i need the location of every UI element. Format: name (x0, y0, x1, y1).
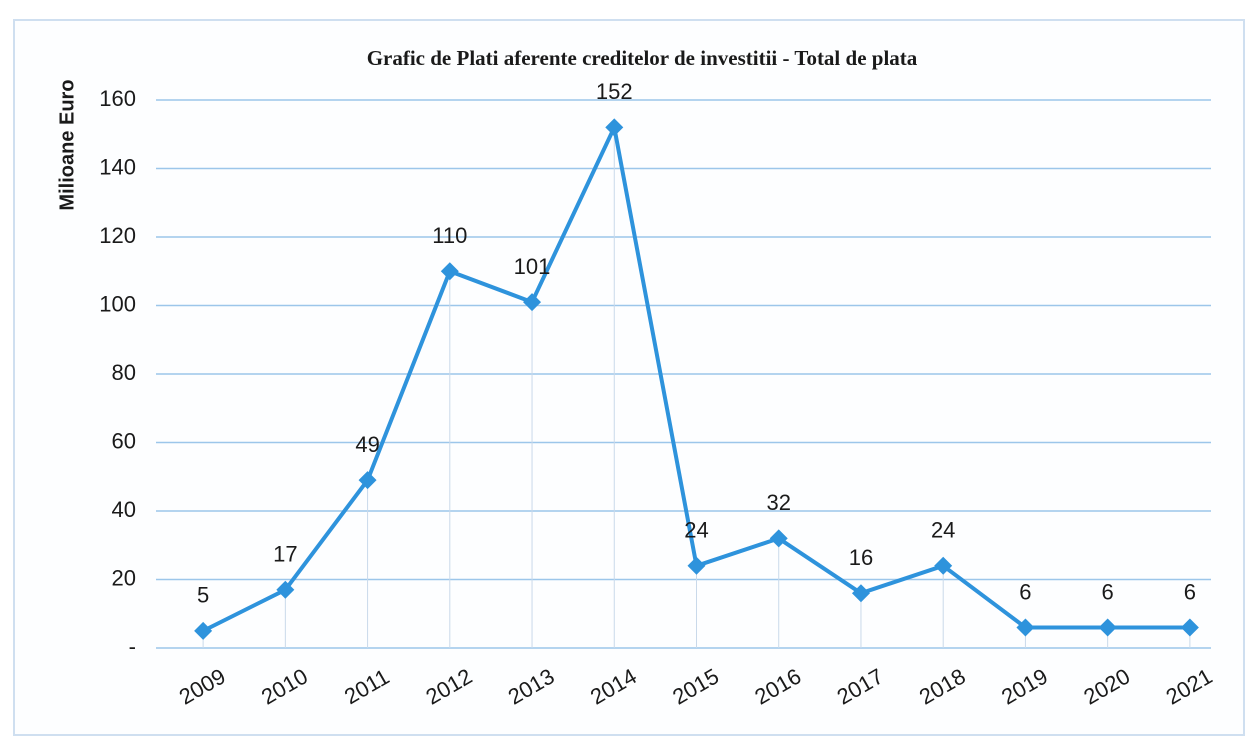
data-marker (276, 580, 295, 599)
data-label: 32 (766, 490, 790, 515)
data-marker (687, 556, 706, 575)
data-label: 6 (1102, 579, 1114, 604)
data-label: 17 (273, 542, 297, 567)
data-marker (1098, 618, 1117, 637)
data-label: 16 (849, 545, 873, 570)
data-label: 24 (931, 518, 955, 543)
y-tick-label: 160 (99, 86, 136, 111)
data-marker (194, 621, 213, 640)
chart-title: Grafic de Plati aferente creditelor de i… (367, 46, 918, 70)
data-marker (1016, 618, 1035, 637)
data-label: 49 (355, 432, 379, 457)
data-label: 6 (1019, 579, 1031, 604)
data-marker (851, 584, 870, 603)
data-marker (1180, 618, 1199, 637)
chart-frame (13, 19, 1245, 736)
data-marker (358, 471, 377, 490)
data-label: 24 (684, 518, 708, 543)
y-tick-label: 120 (99, 223, 136, 248)
y-axis-label: Milioane Euro (56, 79, 78, 210)
y-tick-label: 40 (112, 497, 136, 522)
data-marker (440, 262, 459, 281)
data-marker (605, 118, 624, 137)
y-tick-label: 140 (99, 154, 136, 179)
data-label: 101 (514, 254, 551, 279)
y-tick-label: - (129, 634, 136, 659)
data-marker (769, 529, 788, 548)
data-label: 110 (432, 223, 467, 248)
data-marker (523, 293, 542, 312)
y-tick-label: 80 (112, 360, 136, 385)
y-tick-label: 100 (99, 291, 136, 316)
data-label: 152 (596, 79, 633, 104)
y-tick-label: 60 (112, 428, 136, 453)
data-label: 5 (197, 583, 209, 608)
data-marker (934, 556, 953, 575)
data-label: 6 (1184, 579, 1196, 604)
y-tick-label: 20 (112, 565, 136, 590)
